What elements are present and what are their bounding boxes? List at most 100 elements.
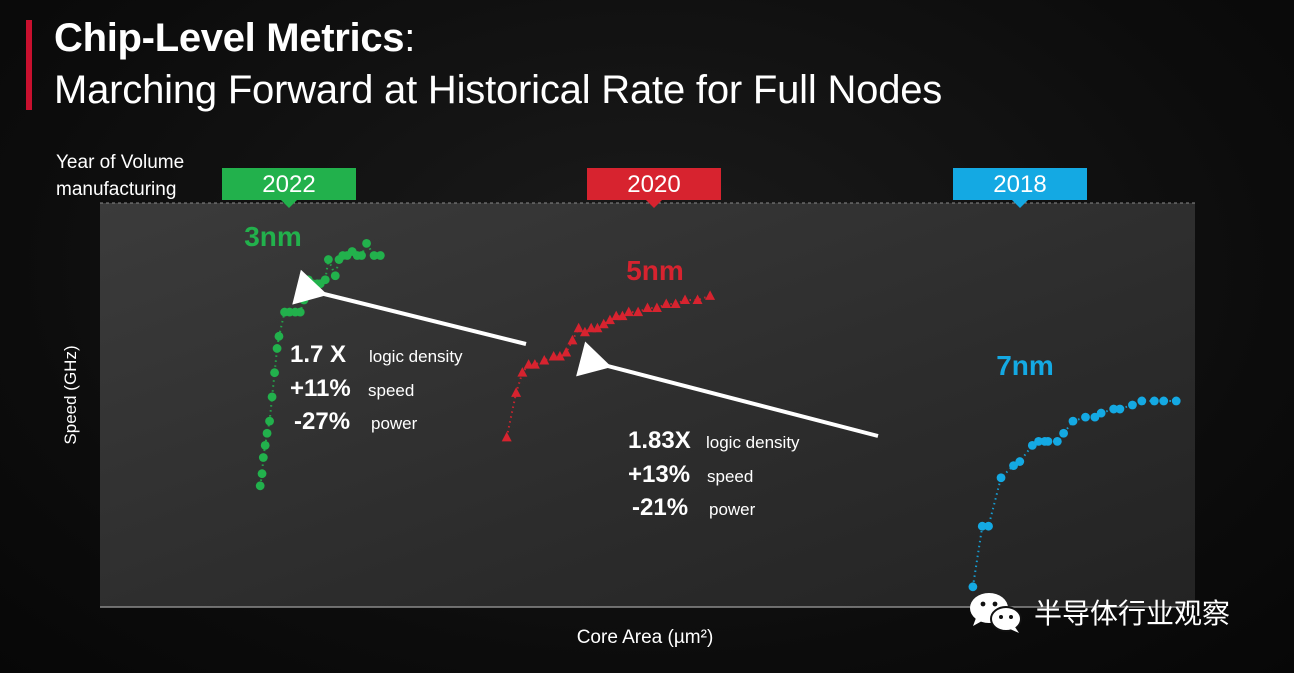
point-5nm-4 [529,359,540,369]
point-7nm-12 [1068,416,1078,426]
year-flag-2022 [222,168,356,208]
point-5nm-17 [617,310,628,321]
point-3nm-29 [369,251,379,260]
year-flag-label-2020: 2020 [627,171,680,198]
arrow-5nm-to-3nm [292,269,527,346]
year-flag-label-2018: 2018 [993,171,1046,198]
point-5nm-16 [611,310,622,321]
plot-area [100,203,1195,607]
point-3nm-19 [320,275,330,285]
point-7nm-19 [1137,396,1147,406]
point-3nm-28 [362,239,371,248]
point-7nm-1 [977,521,987,531]
point-7nm-13 [1081,412,1090,422]
point-7nm-11 [1059,428,1068,438]
point-7nm-15 [1096,408,1106,418]
annotation-5nm-power-label: power [709,500,756,519]
slide-subtitle: Marching Forward at Historical Rate for … [54,68,943,112]
year-flag-2018 [953,168,1087,208]
point-7nm-22 [1171,396,1181,406]
point-5nm-25 [692,294,703,304]
point-3nm-6 [267,392,277,402]
slide-title-colon: : [404,16,416,60]
slide-title: Chip-Level Metrics: [54,16,415,61]
y-axis-label: Speed (GHz) [61,345,80,444]
point-5nm-23 [670,298,681,308]
point-3nm-0 [255,481,265,491]
point-7nm-14 [1090,412,1100,422]
series-label-3nm: 3nm [244,221,302,252]
point-5nm-18 [623,306,634,317]
point-3nm-1 [257,469,267,479]
annotation-3nm-speed-label: speed [368,381,414,400]
point-3nm-30 [375,251,385,260]
point-7nm-21 [1159,396,1169,406]
point-5nm-6 [548,351,559,361]
annotation-3nm: 1.7 X logic density +11% speed -27% powe… [290,341,463,435]
annotation-3nm-power-label: power [371,414,418,433]
annotation-5nm-power: -21% [632,494,688,521]
point-5nm-2 [517,367,528,377]
annotation-5nm-ratio: 1.83X [628,427,691,454]
point-3nm-14 [299,295,309,305]
point-5nm-14 [598,318,609,329]
point-5nm-20 [642,302,653,313]
point-3nm-5 [265,416,274,426]
point-3nm-9 [274,331,284,341]
point-7nm-9 [1043,436,1053,446]
point-7nm-2 [984,521,993,531]
point-5nm-26 [705,290,716,300]
point-3nm-8 [272,344,282,353]
point-5nm-9 [567,334,578,345]
point-7nm-3 [996,473,1006,483]
year-flag-2020 [587,168,721,208]
slide-title-bold: Chip-Level Metrics [54,16,405,60]
year-axis-label: Year of Volume [56,152,184,173]
watermark: 半导体行业观察 [968,590,1230,634]
point-5nm-0 [501,431,512,442]
point-3nm-7 [270,368,279,378]
point-3nm-2 [258,453,268,462]
point-7nm-16 [1109,404,1119,414]
series-label-7nm: 7nm [996,350,1054,381]
point-7nm-18 [1128,400,1137,410]
watermark-text: 半导体行业观察 [1034,597,1231,630]
point-3nm-27 [357,251,366,260]
point-5nm-21 [651,302,662,313]
annotation-5nm-speed: +13% [628,461,690,488]
annotation-3nm-ratio: 1.7 X [290,341,346,368]
point-5nm-15 [604,314,615,325]
point-7nm-17 [1115,404,1125,414]
point-3nm-21 [330,271,340,281]
annotation-5nm: 1.83X logic density +13% speed -21% powe… [628,427,800,521]
point-5nm-1 [511,387,522,397]
year-axis-label-line2: manufacturing [56,179,176,200]
annotation-5nm-density: logic density [706,433,800,452]
point-7nm-10 [1052,436,1062,446]
point-7nm-7 [1034,436,1043,446]
point-5nm-7 [554,351,565,361]
point-7nm-5 [1015,457,1025,466]
point-5nm-19 [633,306,644,317]
annotation-3nm-density: logic density [369,347,463,366]
point-5nm-11 [579,326,590,337]
point-5nm-3 [523,359,534,369]
arrow-7nm-to-5nm [576,341,879,438]
point-7nm-6 [1027,441,1037,450]
point-5nm-10 [573,322,584,333]
point-5nm-13 [592,322,603,333]
point-5nm-22 [661,298,672,308]
point-7nm-0 [968,582,978,592]
series-label-5nm: 5nm [626,255,684,286]
point-3nm-20 [323,255,333,264]
point-5nm-5 [539,355,550,365]
point-7nm-20 [1149,396,1159,406]
point-5nm-12 [586,322,597,333]
point-3nm-4 [262,428,272,438]
year-flag-label-2022: 2022 [262,171,315,198]
x-axis-label: Core Area (µm²) [577,627,714,648]
title-accent-bar [26,20,32,110]
wechat-icon [970,593,1022,633]
annotation-3nm-power: -27% [294,408,350,435]
